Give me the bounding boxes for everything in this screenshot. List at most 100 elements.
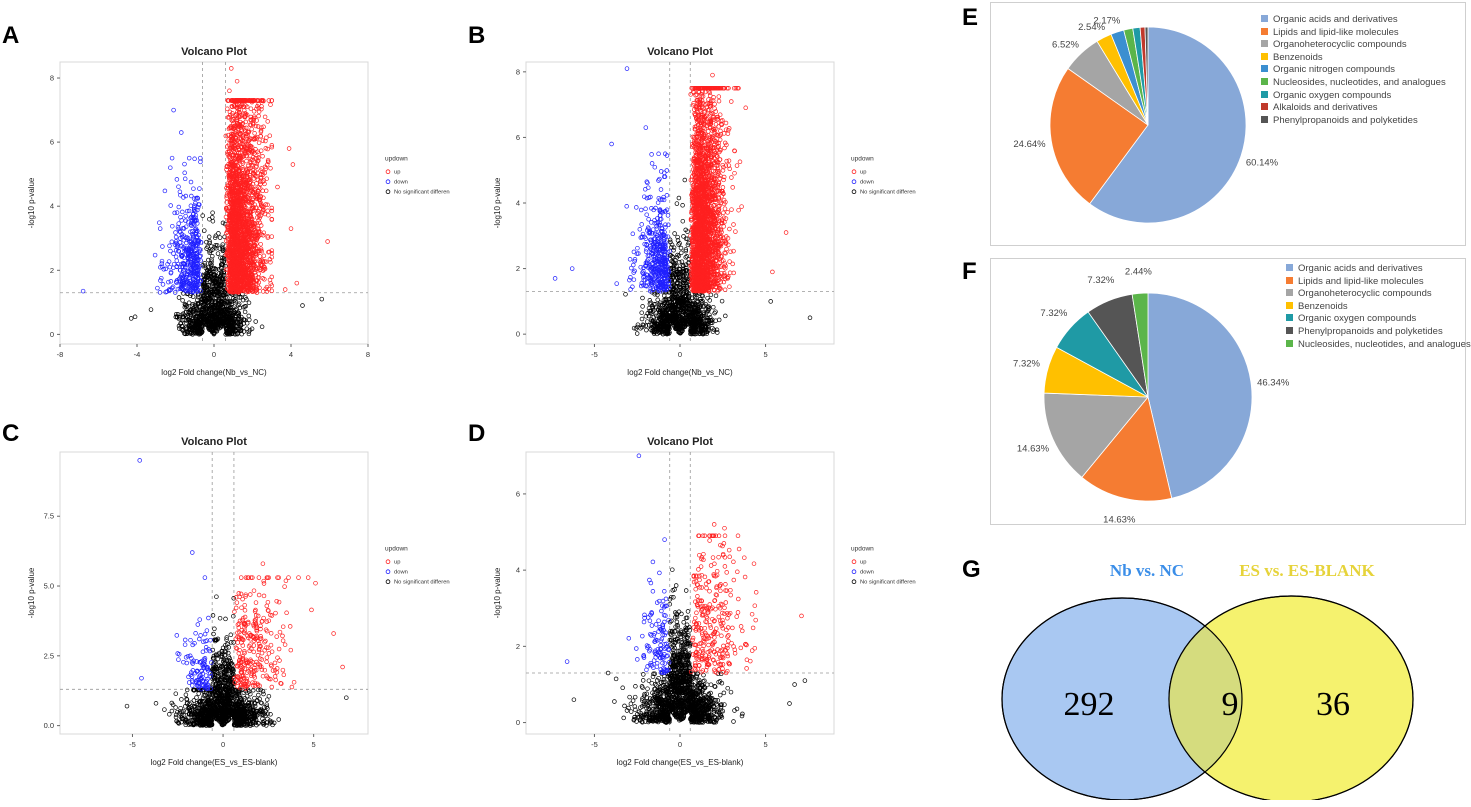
point-nsd [241, 317, 246, 322]
point-down [182, 262, 187, 267]
point-up [249, 150, 255, 156]
point-up [236, 151, 241, 156]
point-nsd [199, 329, 205, 335]
point-up [239, 242, 244, 247]
point-up [230, 274, 235, 280]
point-up [234, 249, 239, 254]
point-down [168, 279, 174, 284]
point-up [260, 154, 265, 159]
point-down [168, 269, 174, 275]
point-up [234, 177, 240, 182]
point-down [183, 284, 188, 289]
point-up [243, 208, 249, 213]
x-tick-label: 4 [289, 350, 293, 359]
point-up [251, 109, 257, 114]
point-up [231, 290, 236, 295]
point-nsd [246, 300, 252, 306]
point-down [191, 263, 197, 268]
point-up [228, 160, 233, 165]
point-down [172, 242, 178, 247]
point-down [195, 255, 200, 260]
point-nsd [215, 251, 221, 256]
point-nsd [187, 326, 192, 332]
point-down [197, 247, 203, 252]
point-up [230, 235, 235, 241]
point-up [262, 114, 268, 120]
point-down [181, 195, 186, 200]
point-nsd [223, 326, 229, 331]
point-up [227, 212, 232, 217]
point-up [240, 231, 245, 236]
point-down [177, 286, 183, 291]
point-nsd [210, 210, 215, 215]
point-up [229, 271, 235, 276]
point-down [176, 226, 181, 232]
point-down [166, 259, 172, 264]
point-nsd [199, 297, 205, 303]
point-up [259, 104, 264, 109]
point-outlier [267, 133, 273, 138]
point-up [241, 148, 247, 153]
point-nsd [232, 309, 237, 314]
point-nsd [237, 295, 242, 300]
point-up [231, 170, 237, 176]
point-up [232, 139, 237, 145]
point-nsd [173, 311, 179, 317]
point-up [235, 255, 240, 260]
point-outlier [80, 288, 86, 294]
point-down [158, 265, 163, 270]
point-up [229, 249, 235, 254]
point-nsd [216, 285, 221, 290]
point-up [226, 180, 231, 185]
point-down [173, 254, 179, 260]
point-up [258, 176, 264, 181]
point-outlier [171, 107, 176, 113]
point-down [179, 264, 185, 270]
point-up [265, 146, 270, 152]
panel-label-f: F [962, 258, 977, 285]
point-up [258, 194, 264, 200]
point-up [236, 110, 242, 115]
point-up [253, 135, 258, 141]
point-up [254, 196, 260, 202]
point-down [172, 290, 178, 295]
point-up [224, 205, 229, 211]
point-down [192, 156, 197, 162]
point-up [269, 251, 275, 256]
point-down [177, 189, 183, 195]
point-up [244, 274, 250, 280]
point-down [155, 285, 160, 291]
point-nsd [200, 304, 206, 309]
panel-label-a: A [2, 22, 20, 49]
point-nsd [204, 284, 210, 289]
point-outlier [319, 296, 325, 302]
point-up [255, 282, 260, 288]
point-nsd [219, 292, 224, 297]
point-down [179, 254, 184, 259]
point-up [237, 157, 243, 162]
point-up [239, 260, 245, 266]
point-down [174, 264, 180, 269]
panel-label-c: C [2, 420, 20, 447]
point-down [198, 288, 203, 294]
point-down [179, 261, 184, 267]
point-up [265, 208, 270, 214]
point-nsd [202, 261, 207, 266]
point-nsd [197, 321, 202, 327]
point-nsd [224, 311, 230, 316]
point-nsd [213, 308, 218, 314]
point-down [190, 241, 195, 247]
point-nsd [203, 322, 208, 328]
point-down [182, 170, 187, 176]
point-nsd [188, 312, 194, 317]
point-up [252, 242, 258, 248]
point-nsd [204, 239, 209, 245]
point-up [236, 204, 241, 210]
point-nsd [188, 307, 193, 313]
point-up [223, 133, 229, 139]
panel-label-d: D [468, 420, 486, 447]
point-up [228, 289, 233, 294]
point-up [250, 206, 255, 212]
point-nsd [207, 239, 212, 244]
point-nsd [639, 316, 645, 322]
